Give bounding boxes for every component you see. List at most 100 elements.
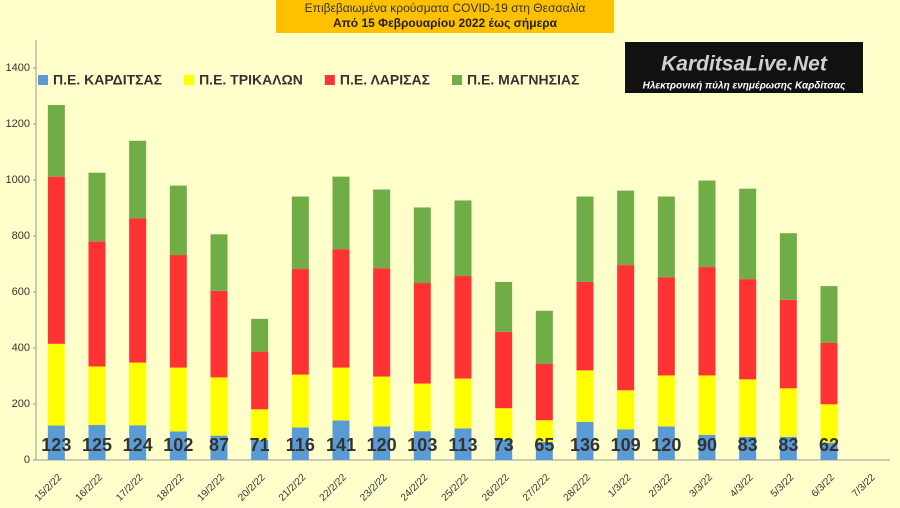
bar-segment [373, 376, 391, 427]
data-label: 65 [534, 435, 554, 455]
bar-segment [291, 374, 309, 428]
bar-segment [332, 249, 350, 368]
bar-segment [373, 426, 391, 460]
data-label: 83 [778, 435, 798, 455]
bar-segment [169, 255, 187, 368]
legend-label: Π.Ε. ΚΑΡΔΙΤΣΑΣ [53, 72, 162, 88]
bar-segment [210, 377, 228, 436]
bar-segment [169, 431, 187, 460]
bar-segment [698, 267, 716, 376]
legend-swatch [324, 75, 335, 85]
bar-segment [454, 276, 472, 379]
bar-segment [129, 218, 147, 363]
bar-segment [535, 441, 553, 460]
bar-segment [413, 283, 431, 384]
bar-segment [617, 429, 635, 460]
bar-segment [454, 378, 472, 429]
bar-segment [88, 366, 106, 425]
bar-segment [251, 440, 269, 460]
bar-segment [657, 426, 675, 460]
data-label: 113 [448, 435, 477, 455]
bar-segment [251, 318, 269, 352]
bar-segment [617, 265, 635, 391]
bar-segment [495, 281, 513, 332]
bar-segment [779, 388, 797, 437]
bar-segment [169, 185, 187, 256]
bar-segment [413, 431, 431, 460]
bar-segment [129, 425, 147, 460]
bar-segment [291, 196, 309, 270]
bar-segment [88, 172, 106, 242]
y-tick-label: 1200 [6, 118, 30, 130]
data-label: 83 [738, 435, 758, 455]
bar-segment [535, 310, 553, 364]
bar-segment [413, 207, 431, 284]
y-tick-label: 600 [12, 286, 30, 298]
y-tick-label: 800 [12, 230, 30, 242]
data-label: 73 [494, 435, 514, 455]
logo-name: KarditsaLive.Net [661, 53, 828, 76]
bar-segment [779, 233, 797, 300]
bar-segment [820, 442, 838, 460]
bar-segment [129, 362, 147, 426]
data-label: 123 [41, 435, 71, 455]
bar-segment [210, 435, 228, 460]
data-label: 141 [326, 435, 356, 455]
bar-segment [88, 241, 106, 367]
bar-segment [576, 370, 594, 422]
bar-segment [698, 180, 716, 268]
bar-segment [210, 234, 228, 291]
bar-segment [373, 189, 391, 269]
y-tick-label: 1400 [6, 62, 30, 74]
data-label: 120 [367, 435, 397, 455]
y-tick-label: 1000 [6, 174, 30, 186]
y-tick-label: 200 [12, 398, 30, 410]
bar-segment [291, 269, 309, 375]
bar-segment [535, 363, 553, 421]
bar-segment [373, 268, 391, 377]
bar-segment [332, 420, 350, 460]
legend-label: Π.Ε. ΤΡΙΚΑΛΩΝ [199, 72, 303, 88]
data-label: 124 [123, 435, 153, 455]
bar-segment [820, 404, 838, 443]
data-label: 103 [407, 435, 437, 455]
data-label: 109 [611, 435, 641, 455]
data-label: 116 [286, 435, 315, 455]
bar-segment [47, 425, 65, 460]
bar-segment [535, 420, 553, 442]
bar-segment [739, 436, 757, 460]
bar-segment [495, 439, 513, 460]
bar-segment [495, 408, 513, 440]
bar-segment [820, 286, 838, 343]
bar-segment [454, 428, 472, 460]
bar-segment [129, 140, 147, 219]
bar-segment [332, 367, 350, 421]
logo-tagline: Ηλεκτρονική πύλη ενημέρωσης Καρδίτσας [643, 81, 846, 92]
bar-segment [739, 188, 757, 280]
legend-swatch [184, 75, 195, 85]
chart-title: Επιβεβαιωμένα κρούσματα COVID-19 στη Θεσ… [305, 1, 586, 15]
bar-segment [210, 290, 228, 378]
bar-segment [698, 375, 716, 435]
data-label: 62 [819, 435, 839, 455]
bar-segment [495, 331, 513, 409]
data-label: 120 [651, 435, 681, 455]
bar-segment [617, 390, 635, 430]
bar-segment [657, 277, 675, 376]
bar-segment [576, 281, 594, 371]
bar-segment [413, 383, 431, 432]
bar-segment [739, 379, 757, 437]
bar-segment [88, 425, 106, 460]
legend-swatch [38, 75, 48, 85]
data-label: 71 [250, 435, 270, 455]
bar-segment [739, 279, 757, 380]
bar-segment [454, 200, 472, 277]
data-label: 136 [570, 435, 600, 455]
bar-segment [576, 196, 594, 282]
chart-subtitle: Από 15 Φεβρουαρίου 2022 έως σήμερα [333, 16, 558, 30]
bar-segment [47, 343, 65, 426]
bar-segment [251, 351, 269, 410]
bar-segment [291, 427, 309, 460]
